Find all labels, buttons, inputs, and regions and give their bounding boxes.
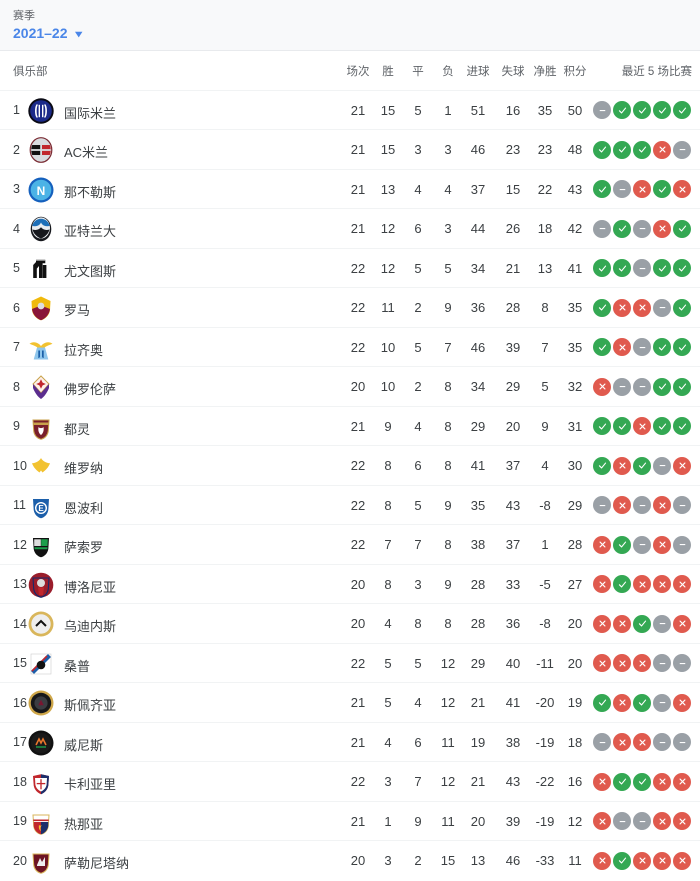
svg-text:N: N xyxy=(36,184,45,198)
svg-text:E: E xyxy=(38,504,44,513)
